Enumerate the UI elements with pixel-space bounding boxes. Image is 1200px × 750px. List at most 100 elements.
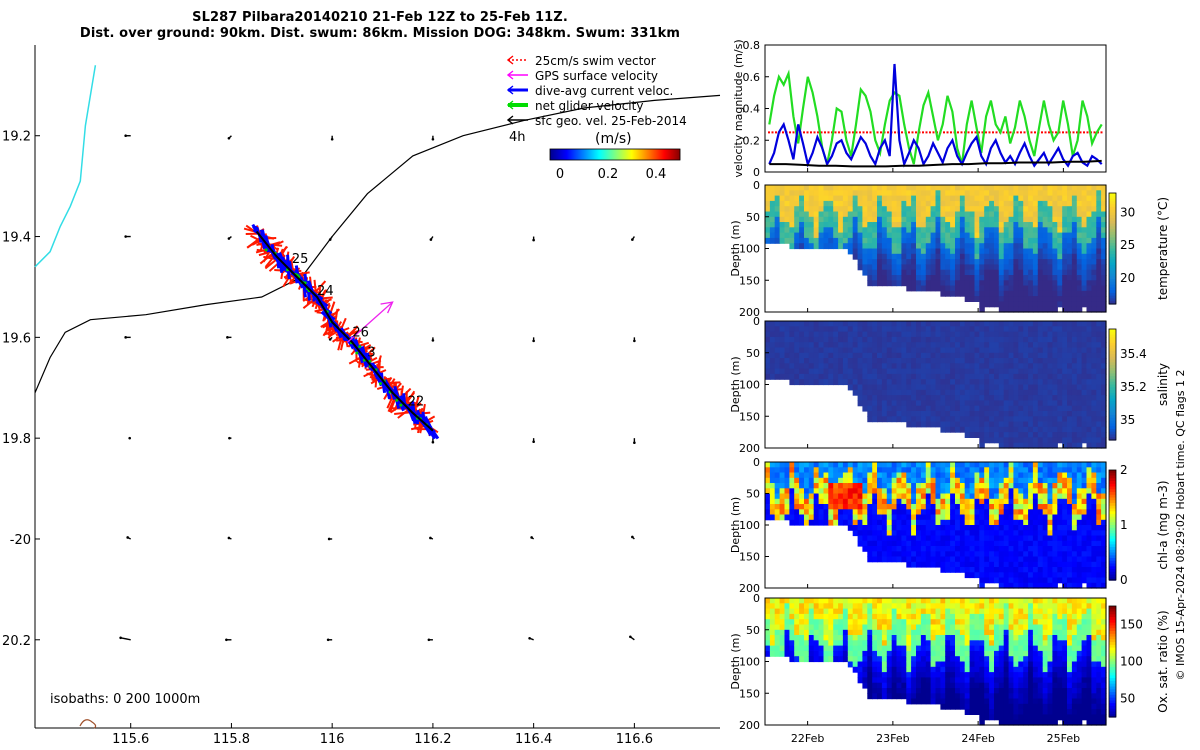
profile-cell xyxy=(862,342,868,349)
profile-cell xyxy=(916,342,922,349)
profile-cell xyxy=(916,411,922,417)
profile-cell xyxy=(1086,442,1092,449)
profile-cell xyxy=(930,206,937,213)
profile-cell xyxy=(1076,296,1083,302)
profile-cell xyxy=(1018,264,1024,271)
profile-cell xyxy=(1047,400,1053,407)
profile-cell xyxy=(974,519,980,526)
profile-cell xyxy=(857,472,864,479)
profile-cell xyxy=(877,498,883,505)
profile-cell xyxy=(1037,358,1044,364)
profile-cell xyxy=(1032,222,1039,228)
profile-cell xyxy=(906,421,912,428)
profile-cell xyxy=(1037,301,1044,308)
profile-cell xyxy=(989,514,995,521)
profile-cell xyxy=(847,373,854,380)
profile-cell xyxy=(1067,493,1073,500)
profile-cell xyxy=(1067,540,1073,547)
profile-cell xyxy=(920,483,927,489)
profile-cell xyxy=(920,400,927,407)
profile-cell xyxy=(911,280,917,287)
profile-cell xyxy=(935,421,941,428)
profile-cell xyxy=(886,269,893,276)
profile-cell xyxy=(818,206,825,213)
profile-cell xyxy=(886,275,893,281)
profile-cell xyxy=(1032,296,1039,302)
profile-cell xyxy=(765,336,771,343)
colorbar-cell xyxy=(1109,215,1116,219)
profile-cell xyxy=(769,195,776,202)
speed-colorbar-cell xyxy=(647,149,649,160)
profile-cell xyxy=(1042,405,1049,412)
profile-cell xyxy=(774,483,781,489)
profile-cell xyxy=(877,405,883,412)
profile-cell xyxy=(1071,416,1078,423)
profile-cell xyxy=(1067,389,1073,396)
profile-cell xyxy=(998,195,1005,202)
profile-cell xyxy=(1037,336,1044,343)
profile-cell xyxy=(945,259,951,265)
profile-cell xyxy=(765,462,771,468)
profile-cell xyxy=(906,237,912,244)
profile-cell xyxy=(1057,285,1063,292)
profile-cell xyxy=(955,216,961,223)
profile-cell xyxy=(974,264,980,271)
profile-cell xyxy=(886,243,893,250)
profile-cell xyxy=(911,237,917,244)
profile-cell xyxy=(959,326,966,333)
profile-cell xyxy=(979,582,985,589)
geo-velocity-arrowhead xyxy=(530,536,533,539)
profile-cell xyxy=(765,483,771,489)
profile-cell xyxy=(920,185,927,191)
profile-cell xyxy=(799,472,805,479)
profile-cell xyxy=(784,363,790,370)
profile-cell xyxy=(920,211,927,218)
profile-cell xyxy=(1028,525,1034,531)
profile-cell xyxy=(964,195,971,202)
profile-cell xyxy=(872,280,878,287)
profile-cell xyxy=(857,358,864,364)
profile-cell xyxy=(1042,389,1049,396)
profile-cell xyxy=(784,222,790,228)
profile-cell xyxy=(1008,525,1015,531)
profile-cell xyxy=(945,472,951,479)
profile-cell xyxy=(1013,264,1019,271)
speed-colorbar-cell xyxy=(596,149,598,160)
profile-cell xyxy=(828,326,834,333)
profile-cell xyxy=(911,358,917,364)
profile-cell xyxy=(867,264,873,271)
profile-cell xyxy=(1071,384,1078,391)
profile-cell xyxy=(789,216,795,223)
profile-cell xyxy=(1081,368,1088,375)
profile-cell xyxy=(901,275,907,281)
profile-cell xyxy=(1067,280,1073,287)
speed-colorbar-cell xyxy=(562,149,564,160)
profile-cell xyxy=(779,211,786,218)
profile-cell xyxy=(925,488,932,495)
profile-cell xyxy=(1032,195,1039,202)
profile-cell xyxy=(998,211,1005,218)
profile-cell xyxy=(935,509,941,516)
profile-cell xyxy=(881,373,888,380)
profile-cell xyxy=(1023,237,1029,244)
profile-cell xyxy=(808,379,815,386)
speed-colorbar-cell xyxy=(667,149,669,160)
profile-cell xyxy=(984,253,990,260)
profile-cell xyxy=(1013,525,1019,531)
profile-cell xyxy=(940,237,946,244)
profile-cell xyxy=(935,561,941,568)
profile-cell xyxy=(984,525,990,531)
profile-cell xyxy=(862,525,868,531)
legend-swatch-arrowhead xyxy=(506,100,514,110)
profile-cell xyxy=(842,237,849,244)
profile-cell xyxy=(920,379,927,386)
profile-cell xyxy=(1018,306,1024,313)
profile-cell xyxy=(1003,206,1010,213)
profile-cell xyxy=(1003,467,1010,474)
profile-cell xyxy=(974,222,980,228)
profile-cell xyxy=(916,373,922,380)
profile-cell xyxy=(1062,296,1068,302)
profile-cell xyxy=(901,405,907,412)
profile-cell xyxy=(979,216,985,223)
profile-cell xyxy=(1062,483,1068,489)
